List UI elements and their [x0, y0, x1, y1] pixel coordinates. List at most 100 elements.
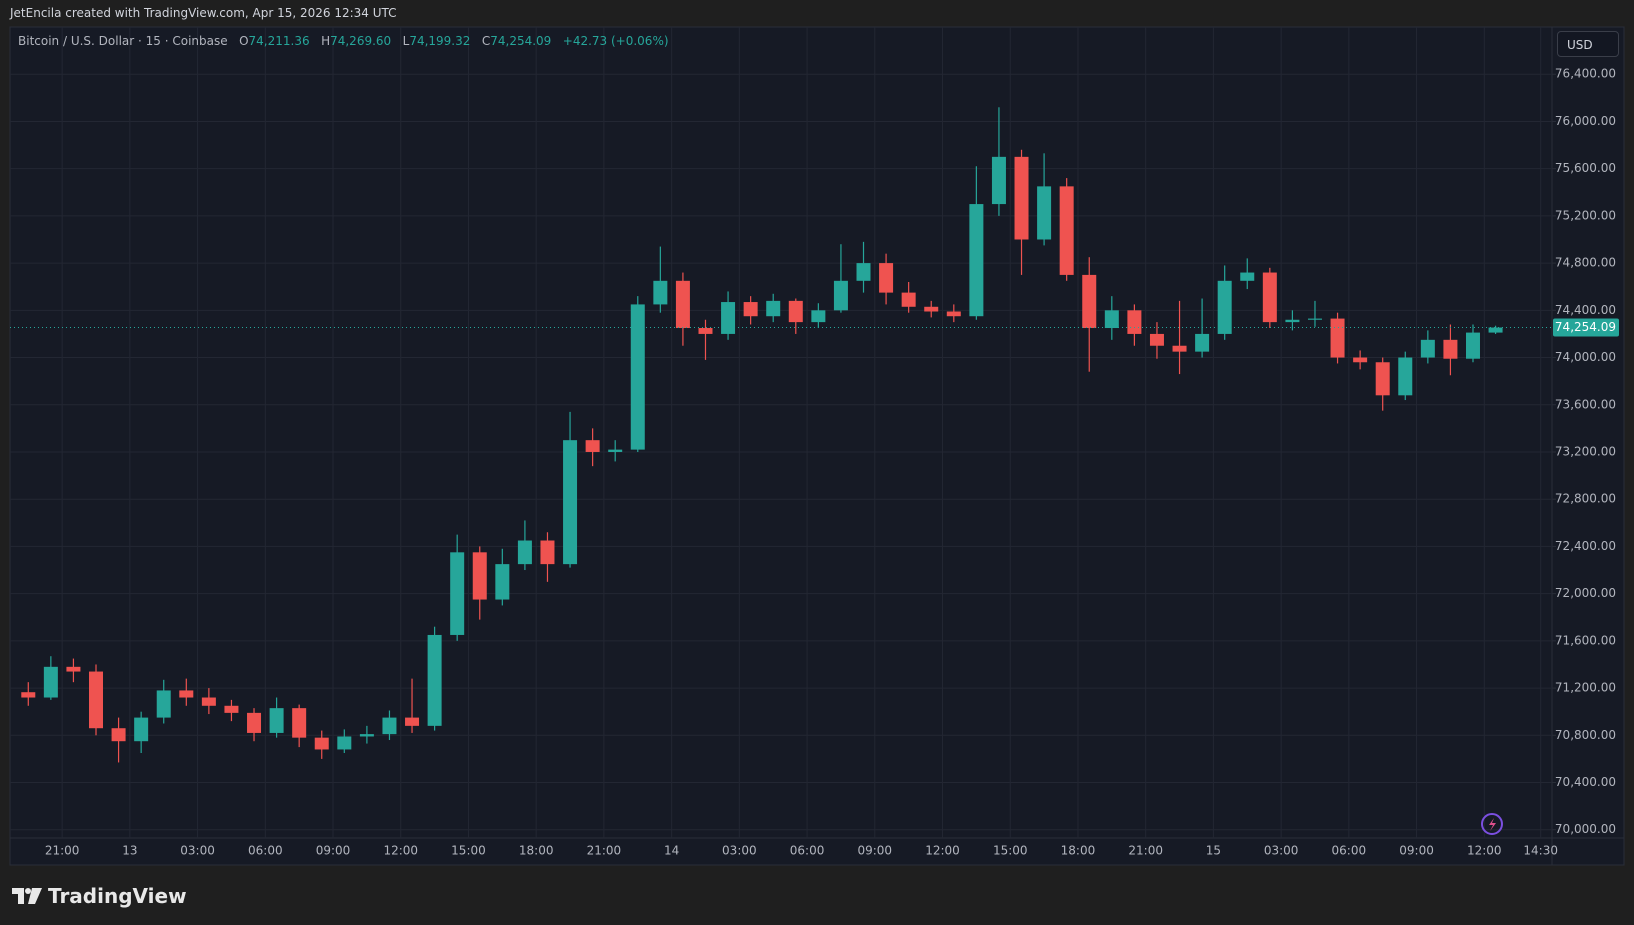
candle-body: [1330, 318, 1345, 358]
y-tick-label: 74,000.00: [1555, 350, 1616, 364]
x-tick-label: 06:00: [790, 844, 825, 858]
candle-body: [21, 692, 36, 698]
y-tick-label: 70,800.00: [1555, 728, 1616, 742]
candle-body: [879, 263, 894, 293]
candle-body: [201, 697, 216, 706]
candle-body: [405, 717, 420, 726]
x-tick-label: 06:00: [1332, 844, 1367, 858]
x-tick-label: 15: [1206, 844, 1221, 858]
candle-body: [495, 564, 510, 600]
change-value: +42.73 (+0.06%): [562, 34, 669, 48]
candle-body: [540, 540, 555, 565]
x-tick-label: 21:00: [1128, 844, 1163, 858]
candle-body: [156, 690, 171, 718]
candle-body: [517, 540, 532, 565]
y-tick-label: 76,000.00: [1555, 114, 1616, 128]
y-tick-label: 70,400.00: [1555, 775, 1616, 789]
y-tick-label: 72,400.00: [1555, 539, 1616, 553]
y-tick-label: 72,000.00: [1555, 586, 1616, 600]
x-tick-label: 09:00: [1399, 844, 1434, 858]
y-tick-label: 76,400.00: [1555, 67, 1616, 81]
y-tick-label: 73,200.00: [1555, 444, 1616, 458]
y-tick-label: 74,800.00: [1555, 256, 1616, 270]
candle-body: [991, 156, 1006, 205]
x-tick-label: 21:00: [587, 844, 622, 858]
candle-body: [1082, 274, 1097, 329]
y-tick-label: 71,600.00: [1555, 633, 1616, 647]
candle-body: [1285, 319, 1300, 323]
x-tick-label: 14:30: [1523, 844, 1558, 858]
candle-body: [630, 304, 645, 450]
attribution: JetEncila created with TradingView.com, …: [10, 6, 397, 20]
y-tick-label: 72,800.00: [1555, 492, 1616, 506]
candle-body: [472, 552, 487, 600]
last-price-badge: [1553, 318, 1619, 337]
brand-icon: [12, 888, 42, 904]
candle-body: [1127, 310, 1142, 334]
low-label: L: [402, 34, 410, 48]
candle-body: [1172, 345, 1187, 352]
candle-body: [743, 302, 758, 317]
candle-body: [337, 736, 352, 750]
high-value: 74,269.60: [330, 34, 392, 48]
candle-body: [1014, 156, 1029, 240]
y-tick-label: 75,200.00: [1555, 208, 1616, 222]
y-tick-label: 70,000.00: [1555, 822, 1616, 836]
candle-body: [969, 204, 984, 317]
currency-button[interactable]: USD: [1557, 31, 1619, 57]
candle-body: [179, 690, 194, 698]
candle-body: [788, 300, 803, 323]
y-tick-label: 75,600.00: [1555, 161, 1616, 175]
brand-logo: TradingView: [12, 884, 187, 908]
candle-body: [247, 712, 262, 733]
candle-body: [856, 263, 871, 281]
high-label: H: [321, 34, 331, 48]
candle-body: [269, 708, 284, 733]
candle-body: [1059, 186, 1074, 275]
candle-body: [1488, 327, 1503, 333]
candle-body: [1375, 362, 1390, 396]
x-tick-label: 14: [664, 844, 679, 858]
x-tick-label: 06:00: [248, 844, 283, 858]
candle-body: [675, 280, 690, 329]
candle-body: [1037, 186, 1052, 240]
candle-body: [1398, 357, 1413, 396]
candle-body: [811, 310, 826, 323]
candle-body: [1262, 272, 1277, 323]
symbol-title: Bitcoin / U.S. Dollar · 15 · Coinbase: [18, 34, 228, 48]
candle-body: [1353, 357, 1368, 363]
candle-body: [608, 449, 623, 452]
candle-body: [450, 552, 465, 635]
y-tick-label: 74,400.00: [1555, 303, 1616, 317]
last-price-label: 74,254.09: [1555, 320, 1616, 334]
candle-body: [924, 306, 939, 312]
symbol-legend: Bitcoin / U.S. Dollar · 15 · Coinbase O7…: [18, 34, 669, 48]
candle-body: [359, 734, 374, 737]
candle-body: [1465, 332, 1480, 359]
candle-body: [946, 311, 961, 317]
candle-body: [89, 671, 104, 729]
candle-body: [1307, 318, 1322, 320]
candle-body: [382, 717, 397, 735]
x-tick-label: 18:00: [519, 844, 554, 858]
candle-body: [1217, 280, 1232, 334]
x-tick-label: 13: [122, 844, 137, 858]
candle-body: [698, 328, 713, 334]
x-tick-label: 12:00: [925, 844, 960, 858]
x-tick-label: 12:00: [1467, 844, 1502, 858]
axis-labels: 70,000.00 70,400.00 70,800.00 71,200.00 71,6…: [45, 67, 1619, 858]
chart-panel: [9, 26, 1625, 866]
candle-body: [1149, 333, 1164, 346]
x-tick-label: 03:00: [722, 844, 757, 858]
y-tick-label: 71,200.00: [1555, 681, 1616, 695]
watermark-icon: [1481, 813, 1503, 835]
candle-body: [563, 440, 578, 565]
y-tick-label: 73,600.00: [1555, 397, 1616, 411]
candle-body: [1195, 333, 1210, 352]
candle-body: [66, 666, 81, 672]
open-value: 74,211.36: [248, 34, 310, 48]
candle-body: [585, 440, 600, 452]
x-tick-label: 12:00: [383, 844, 418, 858]
candle-body: [1443, 339, 1458, 359]
